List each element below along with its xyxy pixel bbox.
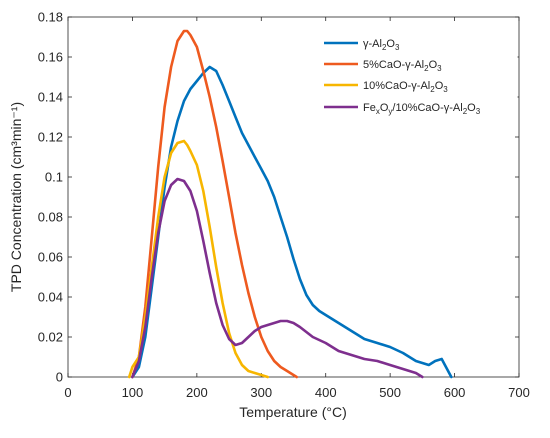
legend-label-3: 10%CaO-γ-Al2O3 [363,80,448,94]
y-tick-label: 0.08 [38,210,63,225]
y-tick-label: 0.16 [38,50,63,65]
y-tick-label: 0.18 [38,10,63,25]
x-axis: 0 100 200 300 400 500 600 700 [64,17,530,400]
legend: γ-Al2O3 5%CaO-γ-Al2O3 10%CaO-γ-Al2O3 FexOy/… [317,31,518,125]
series-group [127,29,453,379]
legend-label-4: FexOy/10%CaO-γ-Al2O3 [363,102,481,116]
legend-label-2: 5%CaO-γ-Al2O3 [363,59,442,73]
x-tick-label: 700 [508,385,530,400]
y-tick-label: 0 [56,370,63,385]
x-tick-label: 300 [250,385,272,400]
y-tick-label: 0.12 [38,130,63,145]
y-tick-label: 0.02 [38,330,63,345]
y-axis-title: TPD Concentration (cm³min⁻¹) [8,102,24,292]
x-tick-label: 100 [122,385,144,400]
series-line-1 [131,65,453,379]
y-axis: 0 0.02 0.04 0.06 0.08 0.1 0.12 0.14 0.16 0.18 [38,10,519,385]
y-tick-label: 0.1 [45,170,63,185]
legend-box [317,31,518,125]
x-tick-label: 600 [444,385,466,400]
x-axis-title: Temperature (°C) [239,404,347,420]
series-line-2 [131,29,298,379]
y-tick-label: 0.04 [38,290,63,305]
legend-label-1: γ-Al2O3 [363,38,400,52]
y-tick-label: 0.06 [38,250,63,265]
x-tick-label: 400 [315,385,337,400]
x-tick-label: 200 [186,385,208,400]
x-tick-label: 500 [379,385,401,400]
y-tick-label: 0.14 [38,90,63,105]
series-line-3 [127,139,269,379]
x-tick-label: 0 [64,385,71,400]
series-line-4 [131,177,424,379]
